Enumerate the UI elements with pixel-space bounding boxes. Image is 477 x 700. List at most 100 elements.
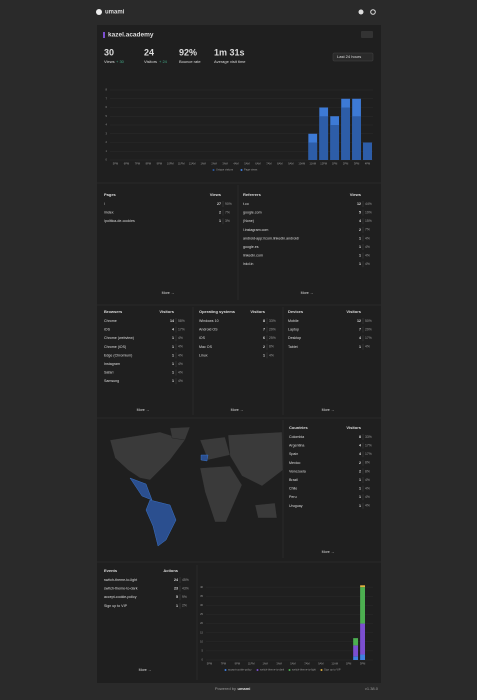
row-percent: 4% [365, 486, 370, 490]
row-percent: 4% [365, 478, 370, 482]
logo-icon [96, 9, 102, 15]
legend-label: Page views [244, 168, 258, 172]
row-percent: 44% [365, 202, 372, 206]
row-value: 14 [170, 319, 174, 323]
row-percent: 19% [365, 210, 372, 214]
world-map [109, 426, 284, 547]
row-value: 4 [359, 336, 361, 340]
x-tick-label: 7AM [266, 162, 271, 166]
row-label: Mexico [289, 461, 300, 465]
row-percent: 25% [269, 336, 276, 340]
panel-title: Pages [104, 192, 117, 197]
metric-value: 30 [104, 47, 114, 57]
y-tick-label: 15 [200, 630, 203, 634]
row-label: (None) [243, 219, 254, 223]
row-label: Linux [199, 353, 208, 357]
x-tick-label: 6AM [255, 162, 260, 166]
row-percent: 17% [178, 327, 185, 331]
row-value: 4 [359, 452, 361, 456]
metric-label: Bounce rate [179, 59, 201, 64]
row-percent: 33% [365, 435, 372, 439]
x-tick-label: 1AM [200, 162, 205, 166]
row-value: 2 [263, 345, 265, 349]
row-label: /index [104, 211, 114, 215]
y-tick-label: 0 [202, 658, 204, 662]
row-value: 2 [359, 228, 361, 232]
bar [308, 142, 318, 160]
row-value: 1 [359, 495, 361, 499]
bar-segment [353, 645, 359, 657]
row-label: Chrome (webview) [104, 336, 134, 340]
range-select[interactable] [332, 52, 374, 62]
refresh-button[interactable] [361, 31, 373, 38]
metric-value: 24 [144, 47, 154, 57]
panel-metric: Visitors [250, 309, 265, 314]
row-value: 1 [172, 336, 174, 340]
row-value: 12 [357, 202, 361, 206]
x-tick-label: 2AM [211, 162, 216, 166]
more-link[interactable]: More → [162, 291, 175, 295]
row-percent: 4% [365, 236, 370, 240]
x-tick-label: 7AM [304, 662, 309, 666]
theme-button[interactable] [358, 9, 364, 15]
y-tick-label: 20 [200, 621, 203, 625]
row-value: 1 [172, 362, 174, 366]
row-percent: 45% [182, 578, 189, 582]
x-tick-label: 9PM [157, 162, 162, 166]
settings-button[interactable] [370, 9, 376, 15]
more-link[interactable]: More → [301, 291, 314, 295]
row-label: Samsung [104, 379, 119, 383]
site-name: kazel.academy [108, 32, 154, 39]
x-tick-label: 1PM [332, 162, 337, 166]
x-tick-label: 7PM [221, 662, 226, 666]
row-percent: 29% [365, 327, 372, 331]
x-tick-label: 4PM [365, 162, 370, 166]
more-link[interactable]: More → [322, 408, 335, 412]
row-label: Laptop [288, 328, 299, 332]
bar-segment [360, 587, 365, 624]
bar [341, 107, 350, 160]
y-tick-label: 25 [200, 612, 203, 616]
more-link[interactable]: More → [322, 550, 335, 554]
panel-metric: Visitors [159, 309, 174, 314]
x-tick-label: 9AM [318, 662, 323, 666]
row-value: 1 [359, 245, 361, 249]
row-value: 24 [174, 578, 178, 582]
row-value: 1 [172, 353, 174, 357]
x-tick-label: 8AM [277, 162, 282, 166]
row-value: 8 [359, 435, 361, 439]
x-tick-label: 7PM [135, 162, 140, 166]
more-link[interactable]: More → [137, 408, 150, 412]
row-percent: 4% [365, 253, 370, 257]
row-percent: 4% [178, 370, 183, 374]
bar [330, 125, 340, 160]
y-tick-label: 6 [106, 105, 108, 109]
range-label: Last 24 hours [337, 54, 361, 59]
row-percent: 4% [269, 353, 274, 357]
x-tick-label: 10AM [298, 162, 305, 166]
bar-segment [360, 585, 365, 588]
legend-swatch [212, 169, 215, 171]
row-label: Android OS [199, 328, 218, 332]
row-value: 1 [359, 478, 361, 482]
row-label: linkedin.com [243, 254, 263, 258]
legend-swatch [320, 669, 323, 671]
x-tick-label: 12AM [189, 162, 196, 166]
row-percent: 4% [178, 345, 183, 349]
legend-label: accept-cookie-policy [228, 668, 252, 672]
more-link[interactable]: More → [231, 408, 244, 412]
logo: umami [105, 10, 125, 16]
more-link[interactable]: More → [139, 668, 152, 672]
row-label: android-app://com.linkedin.android/ [243, 236, 299, 240]
x-tick-label: 5PM [113, 162, 118, 166]
row-label: Chile [289, 487, 297, 491]
row-label: Instagram [104, 362, 120, 366]
row-value: 8 [263, 319, 265, 323]
row-percent: 4% [178, 379, 183, 383]
bar-segment [353, 638, 359, 646]
row-label: Mac OS [199, 345, 213, 349]
bar-segment [353, 656, 359, 660]
row-value: 1 [219, 219, 221, 223]
metric-change: + 30 [116, 59, 125, 64]
row-label: Mobile [288, 319, 299, 323]
